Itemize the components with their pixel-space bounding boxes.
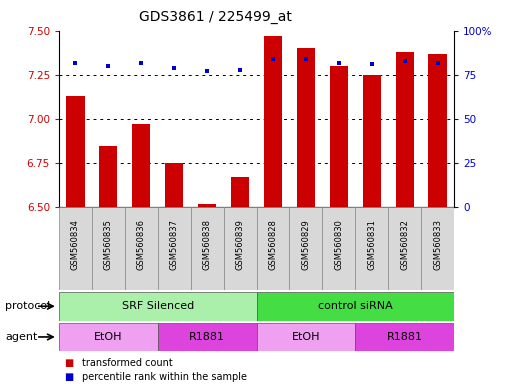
Text: GDS3861 / 225499_at: GDS3861 / 225499_at	[139, 10, 292, 24]
Point	[104, 63, 112, 69]
Bar	[158, 323, 256, 351]
Text: GSM560832: GSM560832	[400, 219, 409, 270]
Bar	[396, 52, 413, 207]
Text: GSM560833: GSM560833	[433, 219, 442, 270]
Text: control siRNA: control siRNA	[318, 301, 392, 311]
Bar	[297, 48, 315, 207]
Bar	[224, 207, 256, 290]
Bar	[100, 146, 117, 207]
Bar	[322, 207, 355, 290]
Text: GSM560838: GSM560838	[203, 219, 212, 270]
Bar	[256, 207, 289, 290]
Point	[236, 66, 244, 73]
Text: GSM560830: GSM560830	[334, 219, 343, 270]
Text: agent: agent	[5, 332, 37, 342]
Bar	[388, 207, 421, 290]
Bar	[363, 75, 381, 207]
Text: transformed count: transformed count	[82, 358, 173, 368]
Point	[302, 56, 310, 62]
Text: EtOH: EtOH	[291, 332, 320, 342]
Point	[368, 61, 376, 67]
Bar	[59, 207, 92, 290]
Point	[401, 58, 409, 64]
Bar	[158, 207, 191, 290]
Point	[137, 60, 145, 66]
Point	[203, 68, 211, 74]
Bar	[289, 207, 322, 290]
Text: GSM560834: GSM560834	[71, 219, 80, 270]
Bar	[59, 323, 158, 351]
Bar	[355, 207, 388, 290]
Text: ■: ■	[64, 372, 73, 382]
Text: GSM560831: GSM560831	[367, 219, 376, 270]
Point	[269, 56, 277, 62]
Bar	[132, 124, 150, 207]
Bar	[256, 323, 355, 351]
Bar	[191, 207, 224, 290]
Bar	[421, 207, 454, 290]
Text: EtOH: EtOH	[94, 332, 123, 342]
Text: GSM560835: GSM560835	[104, 219, 113, 270]
Bar	[231, 177, 249, 207]
Bar	[198, 204, 216, 207]
Text: R1881: R1881	[189, 332, 225, 342]
Bar	[428, 54, 447, 207]
Bar	[59, 292, 256, 321]
Text: GSM560839: GSM560839	[235, 219, 245, 270]
Point	[334, 60, 343, 66]
Text: ■: ■	[64, 358, 73, 368]
Text: GSM560837: GSM560837	[170, 219, 179, 270]
Bar	[92, 207, 125, 290]
Text: SRF Silenced: SRF Silenced	[122, 301, 194, 311]
Bar	[125, 207, 158, 290]
Text: percentile rank within the sample: percentile rank within the sample	[82, 372, 247, 382]
Text: GSM560828: GSM560828	[268, 219, 278, 270]
Text: R1881: R1881	[387, 332, 423, 342]
Text: GSM560829: GSM560829	[301, 219, 310, 270]
Bar	[330, 66, 348, 207]
Bar	[264, 36, 282, 207]
Text: protocol: protocol	[5, 301, 50, 311]
Bar	[66, 96, 85, 207]
Point	[71, 60, 80, 66]
Bar	[165, 163, 183, 207]
Bar	[256, 292, 454, 321]
Point	[433, 60, 442, 66]
Point	[170, 65, 179, 71]
Text: GSM560836: GSM560836	[137, 219, 146, 270]
Bar	[355, 323, 454, 351]
